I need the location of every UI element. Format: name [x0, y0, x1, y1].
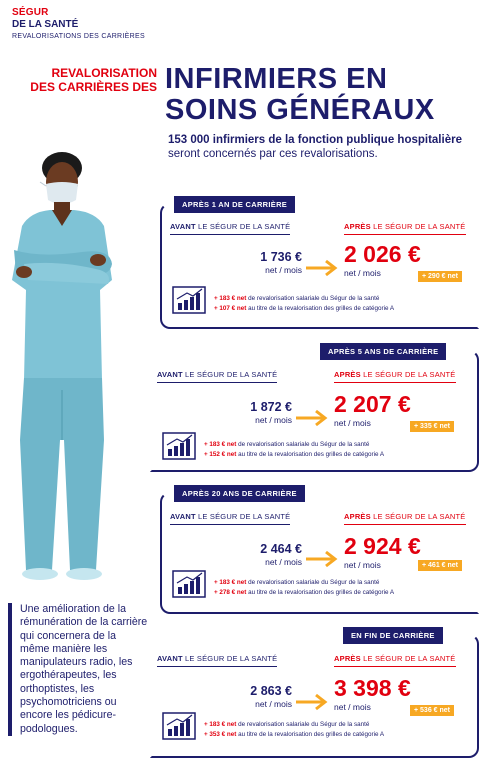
lead-rest: seront concernés par ces revalorisations…: [168, 148, 378, 160]
apres-heading: APRÈS LE SÉGUR DE LA SANTÉ: [334, 654, 456, 667]
growth-chart-icon: [172, 570, 206, 598]
card-tag: APRÈS 1 AN DE CARRIÈRE: [174, 196, 296, 213]
avant-heading: AVANT LE SÉGUR DE LA SANTÉ: [157, 370, 278, 383]
avant-heading: AVANT LE SÉGUR DE LA SANTÉ: [170, 222, 291, 235]
note-2: + 278 € net au titre de la revalorisatio…: [214, 589, 395, 596]
avant-salary: 2 863 €: [250, 684, 292, 698]
title-line-1: INFIRMIERS EN: [165, 63, 388, 95]
apres-unit: net / mois: [334, 418, 371, 428]
growth-chart-icon: [172, 286, 206, 314]
card-frame: [160, 492, 479, 614]
kicker: REVALORISATION DES CARRIÈRES DES: [0, 66, 157, 94]
title-line-2: SOINS GÉNÉRAUX: [165, 94, 435, 126]
apres-salary: 3 398 €: [334, 675, 411, 701]
increase-badge: + 335 € net: [410, 421, 454, 432]
avant-unit: net / mois: [255, 699, 292, 709]
kicker-line-1: REVALORISATION: [51, 66, 157, 80]
apres-unit: net / mois: [344, 560, 381, 570]
card-tag: APRÈS 5 ANS DE CARRIÈRE: [320, 343, 447, 360]
card-frame: [160, 203, 479, 329]
avant-heading: AVANT LE SÉGUR DE LA SANTÉ: [157, 654, 278, 667]
lead-bold: 153 000 infirmiers de la fonction publiq…: [168, 134, 462, 146]
apres-heading: APRÈS LE SÉGUR DE LA SANTÉ: [334, 370, 456, 383]
avant-unit: net / mois: [265, 265, 302, 275]
arrow-right-icon: [296, 693, 328, 711]
arrow-right-icon: [306, 550, 338, 568]
lead-text: 153 000 infirmiers de la fonction publiq…: [168, 133, 488, 161]
growth-chart-icon: [162, 432, 196, 460]
avant-salary: 1 872 €: [250, 400, 292, 414]
note-2: + 152 € net au titre de la revalorisatio…: [204, 451, 385, 458]
increase-badge: + 461 € net: [418, 560, 462, 571]
kicker-line-2: DES CARRIÈRES DES: [30, 80, 157, 94]
note-1: + 183 € net de revalorisation salariale …: [214, 295, 380, 302]
note-1: + 183 € net de revalorisation salariale …: [204, 441, 370, 448]
avant-salary: 2 464 €: [260, 542, 302, 556]
apres-salary: 2 207 €: [334, 391, 411, 417]
note-2: + 107 € net au titre de la revalorisatio…: [214, 305, 395, 312]
apres-unit: net / mois: [344, 268, 381, 278]
brand-subtitle: REVALORISATIONS DES CARRIÈRES: [12, 33, 145, 40]
card-frame: [150, 350, 479, 472]
apres-heading: APRÈS LE SÉGUR DE LA SANTÉ: [344, 222, 466, 235]
note-1: + 183 € net de revalorisation salariale …: [204, 721, 370, 728]
note-2: + 353 € net au titre de la revalorisatio…: [204, 731, 385, 738]
brand-line-1: SÉGUR: [12, 7, 49, 18]
apres-salary: 2 026 €: [344, 241, 421, 267]
card-tag: EN FIN DE CARRIÈRE: [343, 627, 443, 644]
increase-badge: + 290 € net: [418, 271, 462, 282]
card-tag: APRÈS 20 ANS DE CARRIÈRE: [174, 485, 305, 502]
avant-unit: net / mois: [255, 415, 292, 425]
avant-unit: net / mois: [265, 557, 302, 567]
side-note: Une amélioration de la rémunération de l…: [8, 603, 148, 736]
apres-salary: 2 924 €: [344, 533, 421, 559]
apres-unit: net / mois: [334, 702, 371, 712]
apres-heading: APRÈS LE SÉGUR DE LA SANTÉ: [344, 512, 466, 525]
nurse-illustration: [12, 152, 112, 580]
page-title: INFIRMIERS EN SOINS GÉNÉRAUX: [165, 64, 435, 126]
arrow-right-icon: [296, 409, 328, 427]
brand-line-2: DE LA SANTÉ: [12, 19, 79, 30]
avant-heading: AVANT LE SÉGUR DE LA SANTÉ: [170, 512, 291, 525]
growth-chart-icon: [162, 712, 196, 740]
arrow-right-icon: [306, 259, 338, 277]
avant-salary: 1 736 €: [260, 250, 302, 264]
card-frame: [150, 634, 479, 758]
increase-badge: + 536 € net: [410, 705, 454, 716]
note-1: + 183 € net de revalorisation salariale …: [214, 579, 380, 586]
